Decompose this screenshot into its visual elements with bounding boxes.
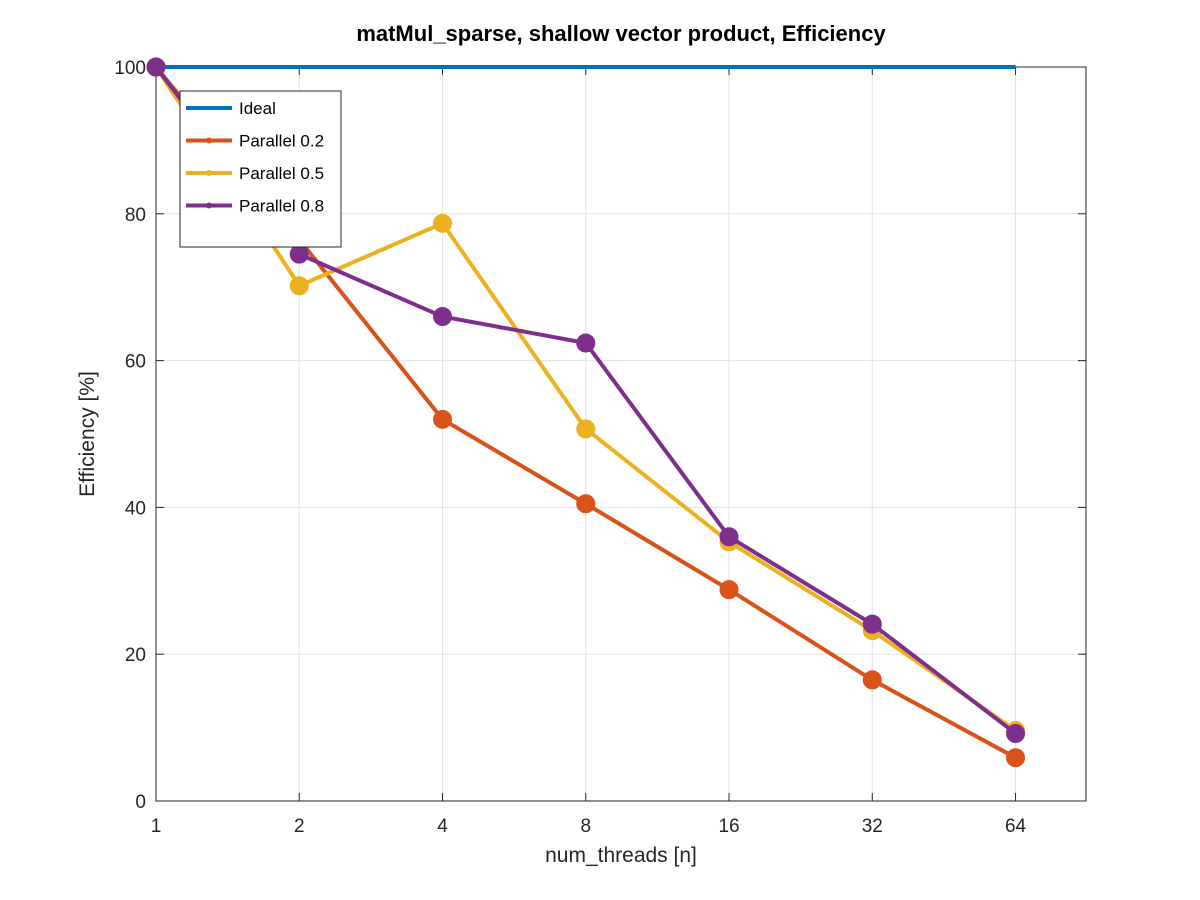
x-tick-label: 64 — [1005, 816, 1027, 837]
data-point-parallel-0-8 — [862, 614, 882, 634]
data-point-parallel-0-2 — [433, 409, 453, 429]
data-point-parallel-0-8 — [289, 244, 309, 264]
data-point-parallel-0-8 — [433, 307, 453, 327]
x-tick-label: 8 — [580, 816, 591, 837]
legend-box — [179, 90, 342, 248]
chart-title: matMul_sparse, shallow vector product, E… — [356, 21, 886, 46]
y-tick-label: 80 — [125, 205, 146, 226]
data-point-parallel-0-8 — [576, 333, 596, 353]
y-tick-label: 60 — [125, 352, 146, 373]
data-point-parallel-0-8 — [1006, 723, 1026, 743]
data-point-parallel-0-2 — [576, 494, 596, 514]
data-point-parallel-0-8 — [146, 57, 166, 77]
x-tick-label: 4 — [437, 816, 448, 837]
legend-entry-label: Parallel 0.2 — [239, 132, 324, 151]
legend-entry-label: Parallel 0.8 — [239, 197, 324, 216]
y-axis-label: Efficiency [%] — [76, 371, 99, 497]
legend-swatch-marker — [206, 202, 212, 209]
y-tick-label: 20 — [125, 645, 146, 666]
series-parallel-0-8 — [146, 57, 1026, 743]
x-tick-label: 1 — [151, 816, 162, 837]
x-tick-label: 2 — [294, 816, 305, 837]
legend-entry-label: Parallel 0.5 — [239, 164, 324, 183]
data-point-parallel-0-8 — [719, 527, 739, 547]
x-axis-label: num_threads [n] — [545, 844, 697, 867]
tick-layer: 1 2 4 8 16 32 64 0 20 40 60 80 100 — [114, 58, 1086, 837]
legend-entry-label: Ideal — [239, 99, 276, 118]
data-point-parallel-0-2 — [862, 670, 882, 690]
data-point-parallel-0-2 — [719, 580, 739, 600]
data-point-parallel-0-5 — [433, 213, 453, 233]
y-tick-label: 40 — [125, 498, 146, 519]
legend-swatch-marker — [206, 170, 212, 176]
y-tick-label: 0 — [135, 792, 146, 813]
y-tick-label: 100 — [114, 58, 146, 79]
data-point-parallel-0-2 — [1006, 748, 1026, 768]
x-tick-label: 16 — [718, 816, 739, 837]
data-point-parallel-0-5 — [289, 276, 309, 296]
x-tick-label: 32 — [862, 816, 883, 837]
legend: Ideal Parallel 0.2 Parallel 0.5 Parallel 0.… — [179, 90, 342, 248]
data-point-parallel-0-5 — [576, 419, 596, 439]
legend-swatch-marker — [206, 137, 212, 144]
